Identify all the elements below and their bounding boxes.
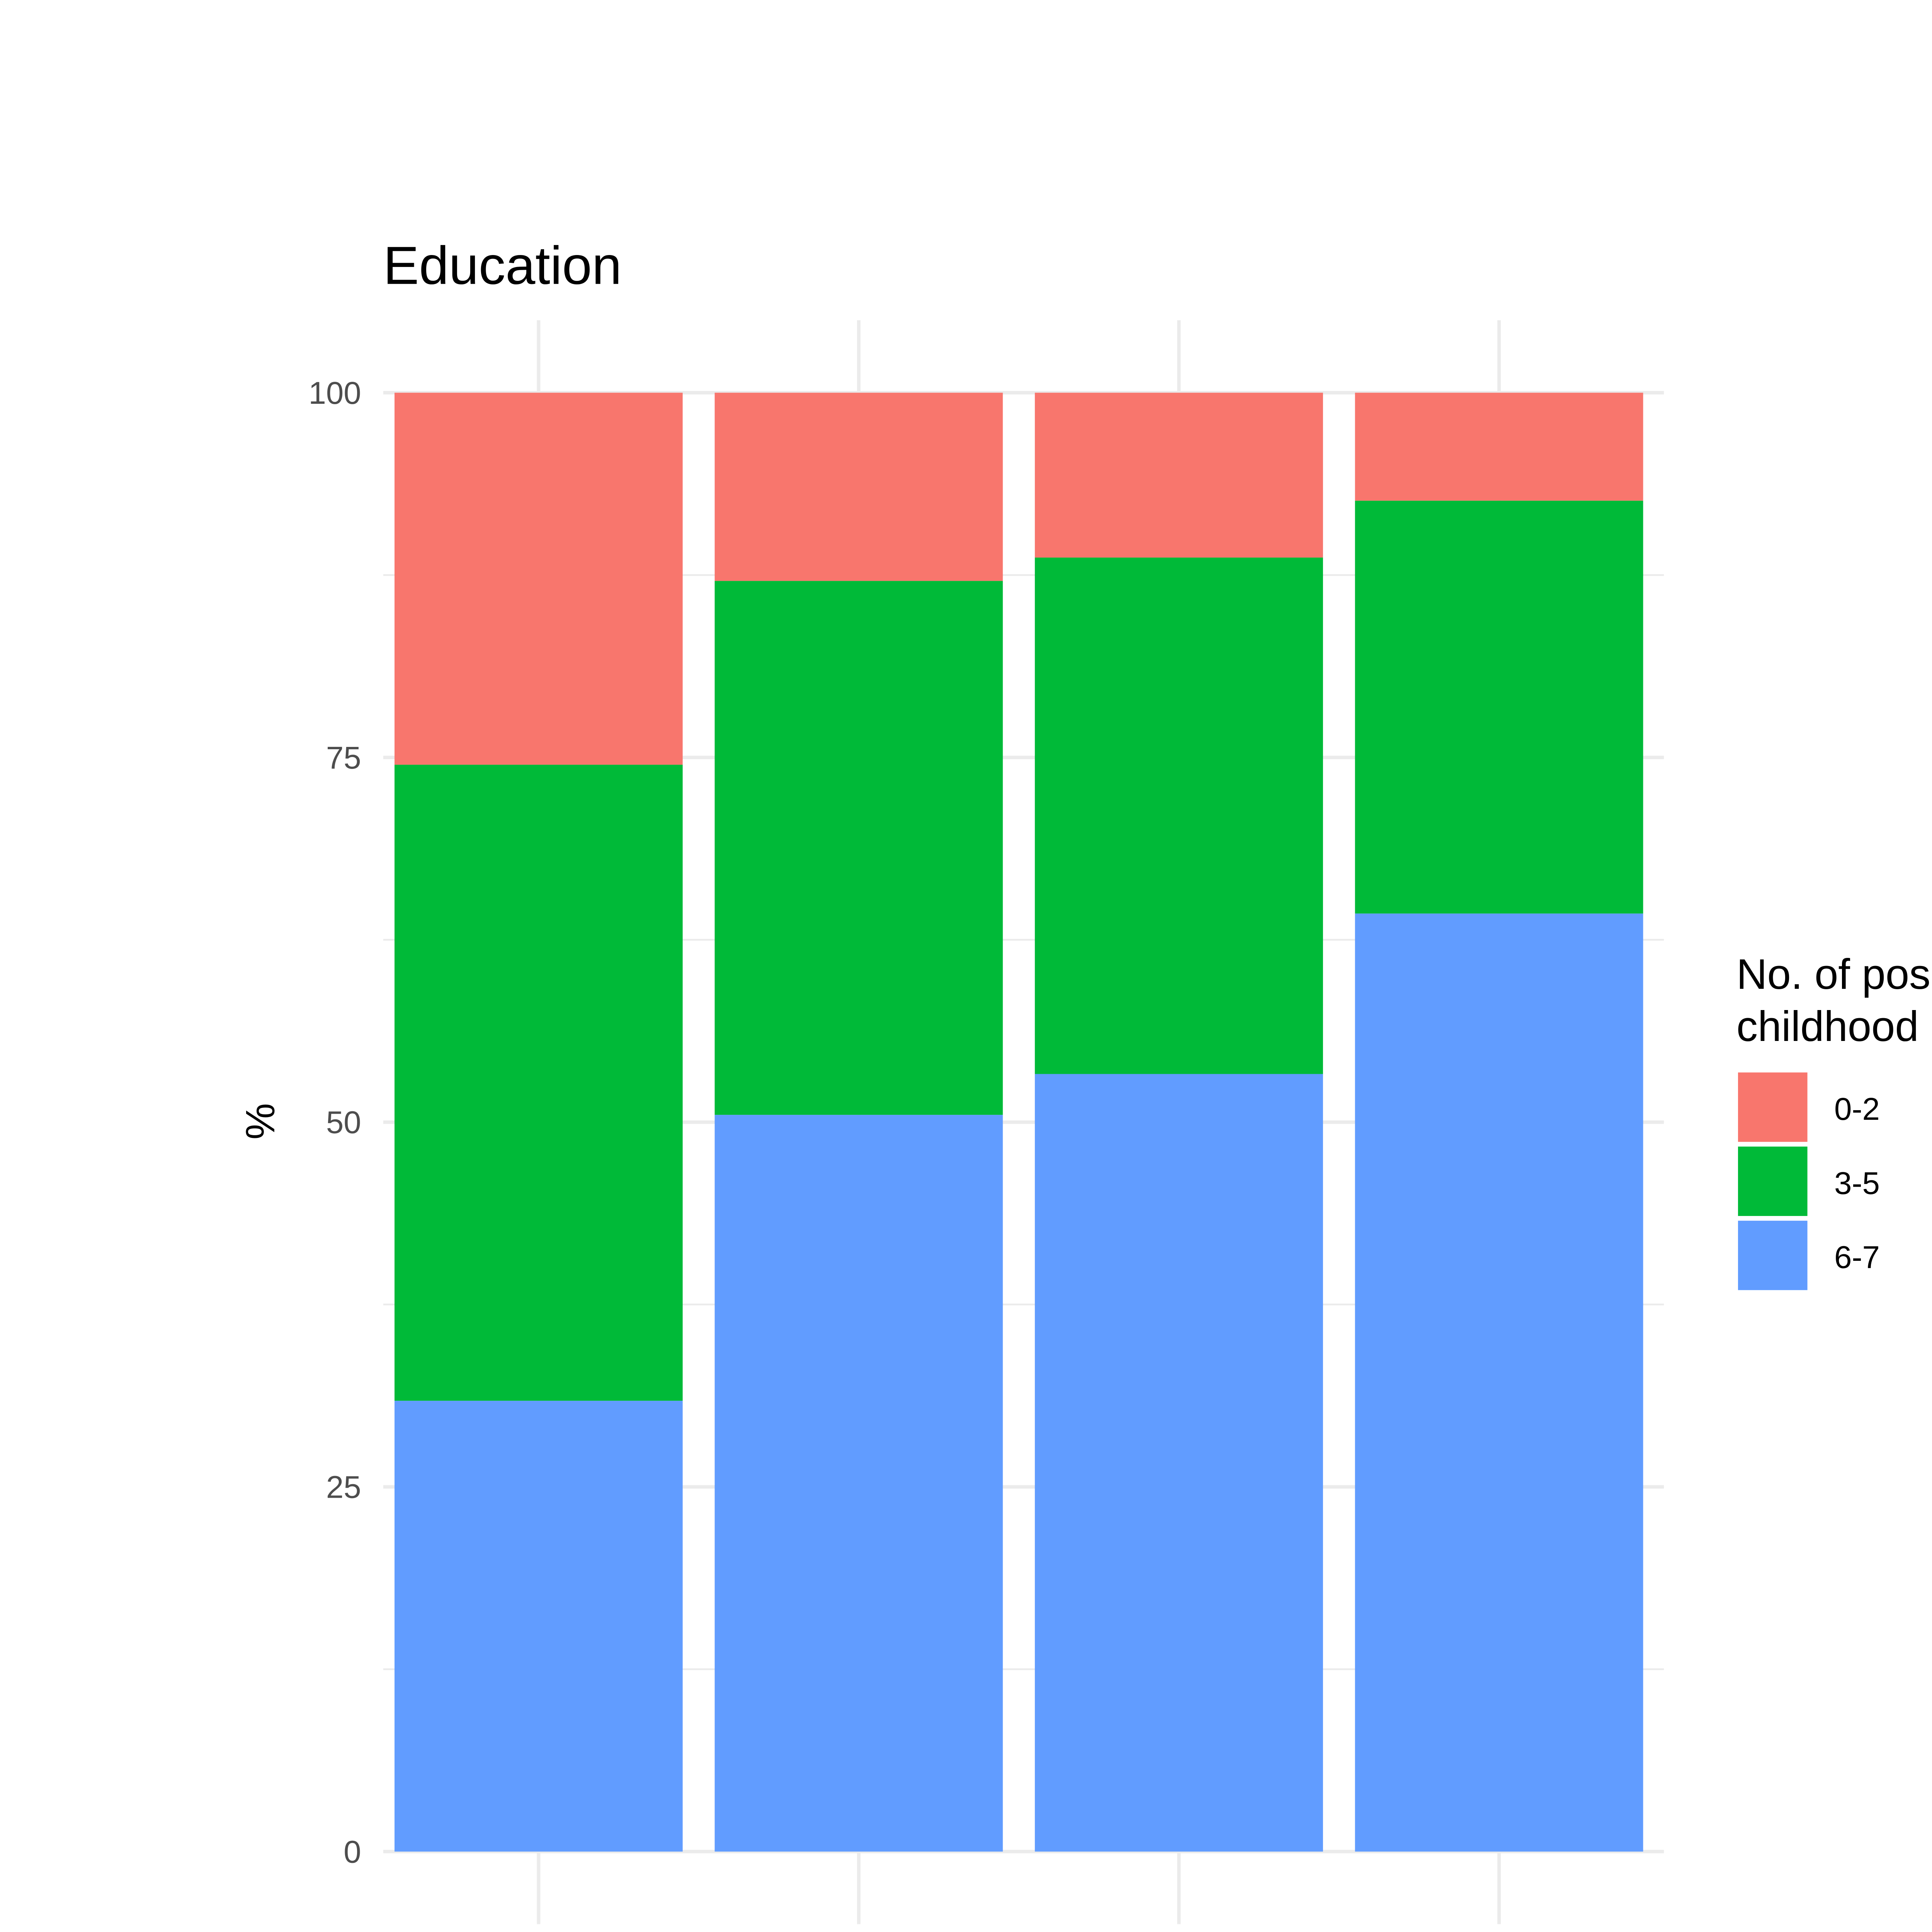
legend-title-line1: No. of positive [1736, 951, 1932, 998]
y-tick-label: 25 [326, 1470, 361, 1505]
bar-segment-3-5 [395, 765, 683, 1401]
y-tick-label: 50 [326, 1105, 361, 1140]
bar-group [1355, 393, 1643, 1852]
bar-segment-3-5 [1035, 557, 1323, 1074]
legend-swatch-3-5 [1738, 1146, 1808, 1216]
y-tick-label: 0 [344, 1834, 361, 1869]
legend: No. of positive childhood experiences 0-… [1736, 951, 1932, 1290]
chart-title: Education [383, 236, 622, 296]
bar-segment-6-7 [714, 1115, 1003, 1852]
bar-segment-0-2 [1035, 393, 1323, 558]
legend-label: 6-7 [1834, 1240, 1880, 1275]
legend-label: 0-2 [1834, 1092, 1880, 1127]
legend-swatch-6-7 [1738, 1221, 1808, 1290]
legend-swatch-0-2 [1738, 1072, 1808, 1142]
bar-segment-6-7 [1035, 1074, 1323, 1852]
bars [395, 393, 1643, 1852]
y-axis-label: % [238, 1103, 283, 1139]
bar-segment-6-7 [395, 1401, 683, 1852]
bar-segment-3-5 [714, 581, 1003, 1115]
bar-segment-3-5 [1355, 500, 1643, 914]
y-axis-ticks: 0 25 50 75 100 [308, 376, 361, 1870]
legend-title-line2: childhood experiences [1736, 1003, 1932, 1050]
bar-segment-0-2 [714, 393, 1003, 581]
y-tick-label: 75 [326, 740, 361, 776]
bar-group [1035, 393, 1323, 1852]
bar-segment-0-2 [1355, 393, 1643, 501]
bar-group [395, 393, 683, 1852]
legend-label: 3-5 [1834, 1166, 1880, 1201]
bar-segment-6-7 [1355, 913, 1643, 1852]
bar-group [714, 393, 1003, 1852]
bar-segment-0-2 [395, 393, 683, 765]
y-tick-label: 100 [308, 376, 361, 411]
